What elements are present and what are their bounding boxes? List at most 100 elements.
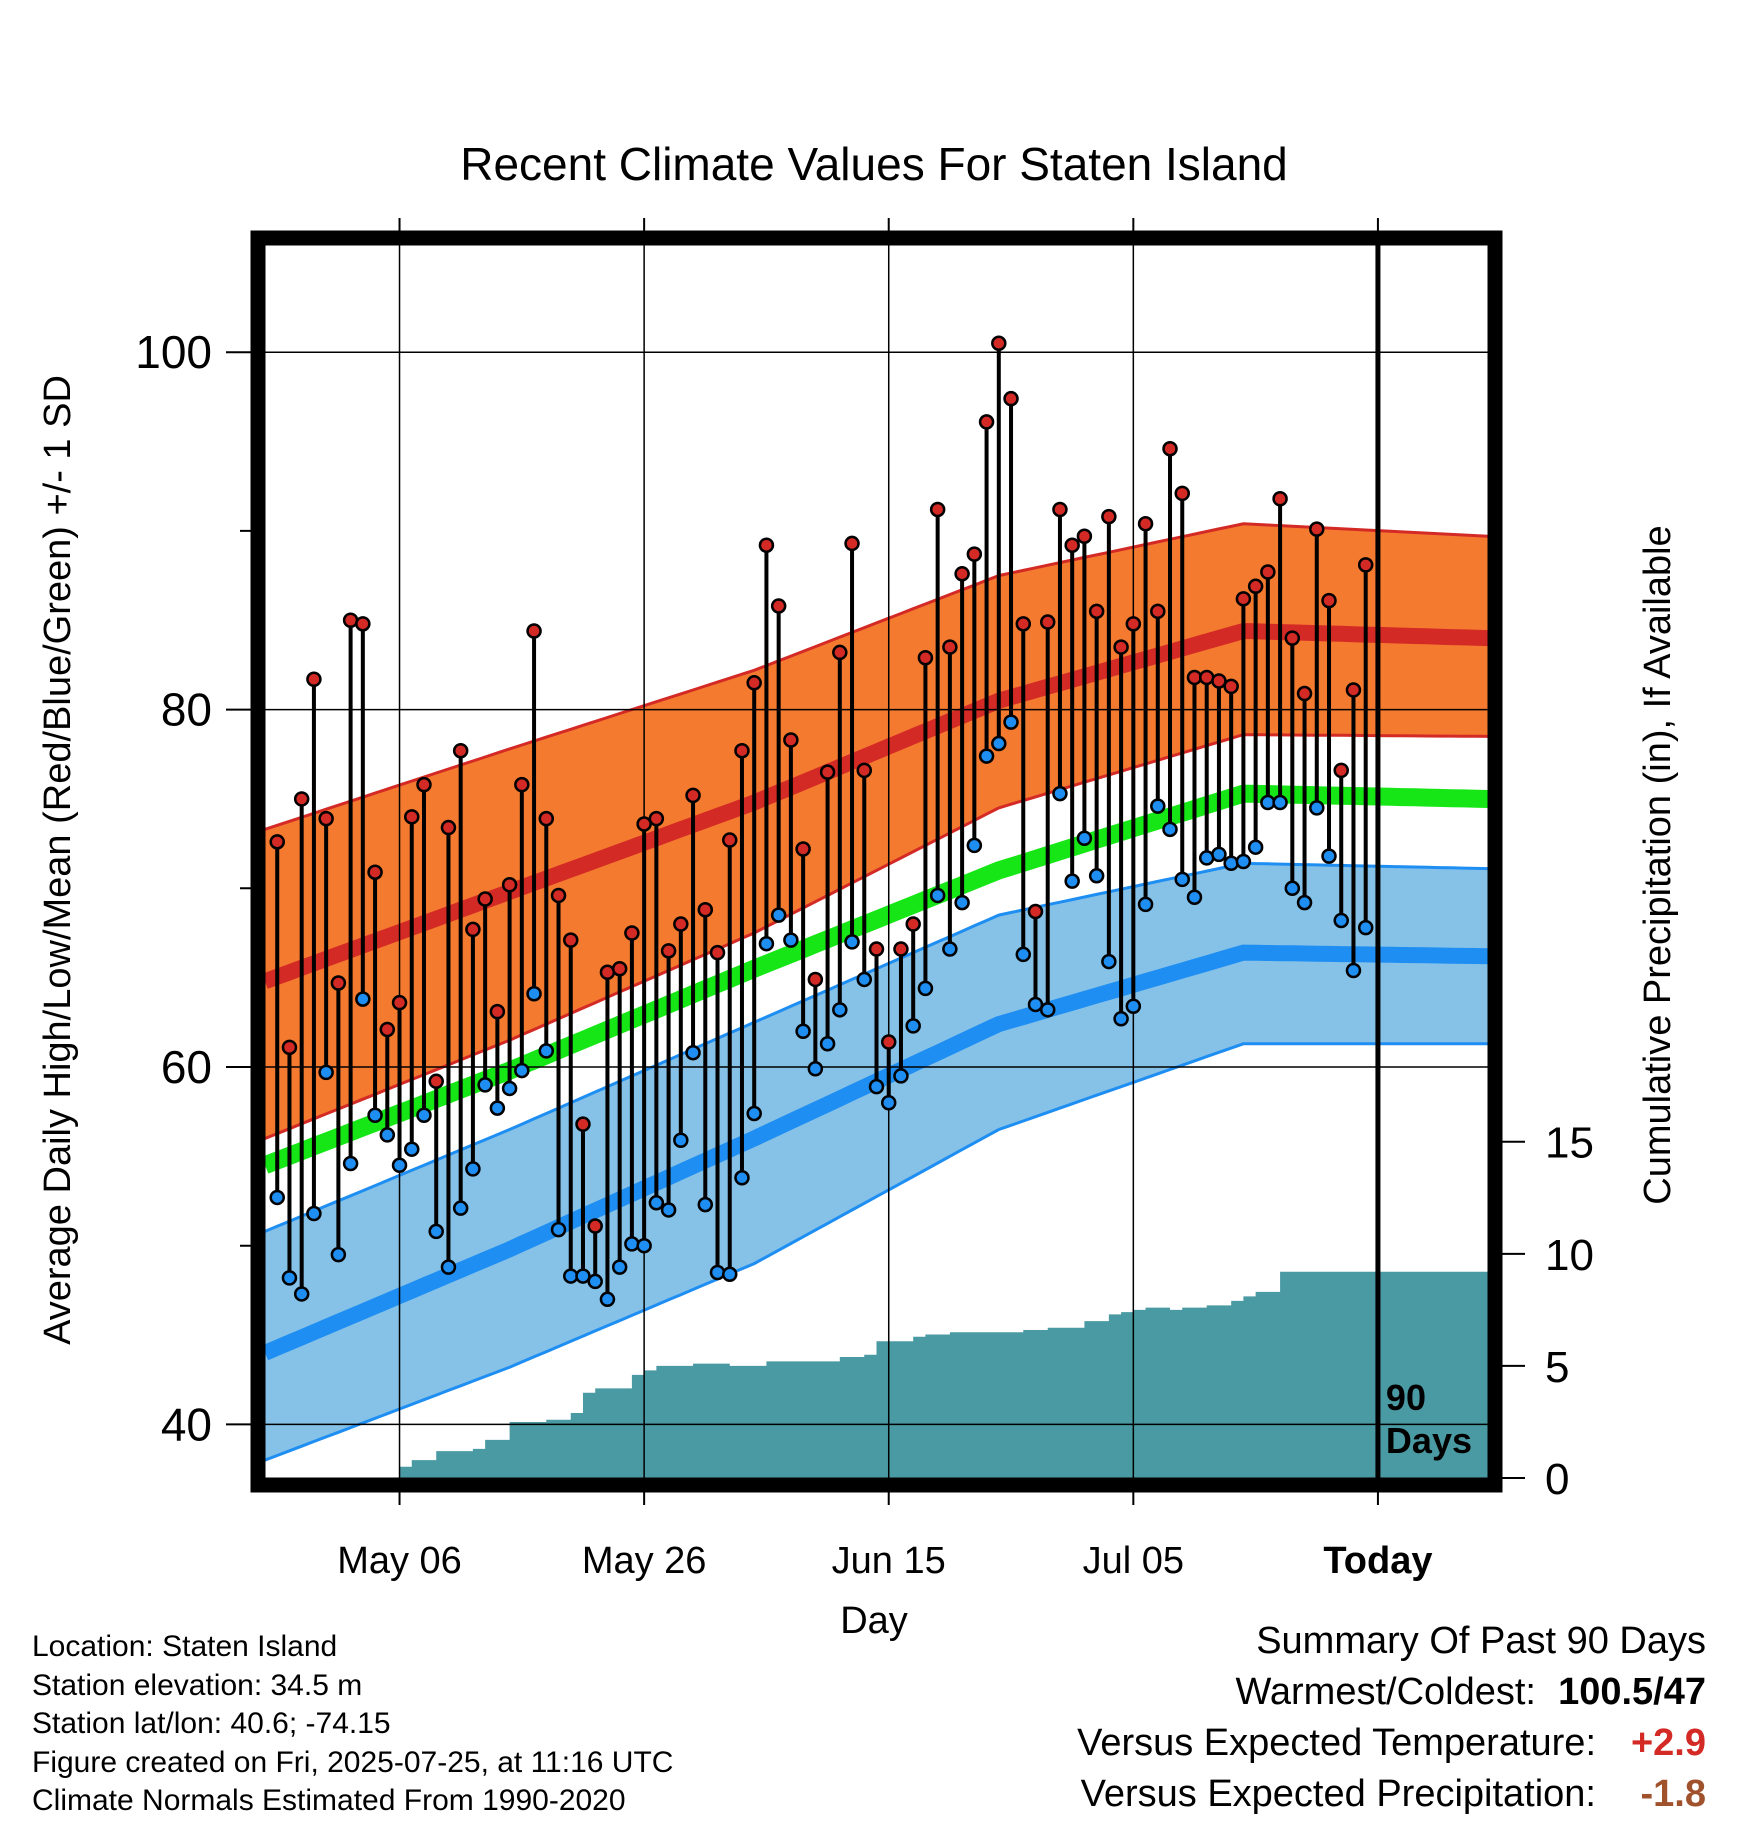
daily-high-point <box>1321 592 1337 609</box>
low-lower-edge <box>265 1042 1488 1462</box>
y-tick-label: 80 <box>161 684 212 736</box>
summary-heading-row: Summary Of Past 90 Days <box>1077 1620 1706 1671</box>
info-created: Figure created on Fri, 2025-07-25, at 11… <box>32 1745 674 1779</box>
daily-high-point <box>1333 762 1349 779</box>
info-latlon: Station lat/lon: 40.6; -74.15 <box>32 1707 391 1740</box>
temp-anomaly-label: Versus Expected Temperature: <box>1077 1722 1596 1764</box>
daily-low-point <box>893 1068 909 1084</box>
daily-high-point <box>1223 678 1239 695</box>
daily-high-point <box>526 623 542 639</box>
daily-low-point <box>868 1078 885 1095</box>
daily-low-point <box>477 1077 493 1093</box>
y-axis-label: Average Daily High/Low/Mean (Red/Blue/Gr… <box>37 375 79 1345</box>
daily-low-point <box>917 980 934 997</box>
daily-high-point <box>416 776 432 793</box>
daily-low-point <box>1223 855 1239 872</box>
daily-high-point <box>1272 490 1288 507</box>
daily-low-point <box>391 1157 408 1174</box>
daily-high-point <box>783 732 799 748</box>
daily-high-point <box>1101 508 1117 525</box>
daily-low-point <box>428 1223 444 1240</box>
daily-low-point <box>489 1100 506 1116</box>
daily-high-point <box>1064 537 1080 553</box>
daily-high-point <box>477 891 493 907</box>
daily-high-point <box>379 1021 396 1038</box>
daily-low-point <box>1125 998 1142 1014</box>
station-info: Location: Staten Island Station elevatio… <box>32 1628 673 1821</box>
daily-low-point <box>1284 880 1301 897</box>
daily-low-point <box>575 1268 591 1284</box>
daily-high-point <box>318 810 334 827</box>
daily-low-point <box>330 1246 347 1263</box>
daily-low-point <box>269 1189 285 1206</box>
daily-low-point <box>880 1094 897 1111</box>
temp-anomaly-value: +2.9 <box>1630 1722 1706 1764</box>
daily-low-point <box>452 1200 469 1216</box>
daily-high-point <box>942 639 958 655</box>
daily-high-point <box>306 671 322 687</box>
daily-low-point <box>1174 871 1190 888</box>
daily-low-point <box>795 1023 811 1040</box>
daily-high-point <box>807 971 824 988</box>
daily-high-point <box>563 932 579 948</box>
daily-high-point <box>648 810 665 827</box>
daily-high-point <box>355 616 371 632</box>
daily-high-point <box>746 675 762 691</box>
daily-low-point <box>1076 830 1093 847</box>
info-elevation: Station elevation: 34.5 m <box>32 1668 363 1702</box>
x-tick-label: Today <box>1323 1540 1432 1582</box>
daily-high-point <box>685 787 701 804</box>
daily-high-point <box>452 742 469 759</box>
daily-low-point <box>1247 839 1264 855</box>
daily-high-point <box>734 742 750 759</box>
daily-low-point <box>1003 714 1019 730</box>
daily-high-point <box>293 791 310 807</box>
daily-low-point <box>929 887 946 904</box>
daily-low-point <box>1235 853 1252 870</box>
high-mean-line <box>265 622 1488 989</box>
daily-low-point <box>587 1273 603 1290</box>
daily-high-point <box>440 819 457 836</box>
daily-high-point <box>697 901 714 918</box>
daily-high-point <box>758 537 775 553</box>
x-tick-label: May 26 <box>582 1540 707 1582</box>
warm-cold-label: Warmest/Coldest: <box>1235 1671 1536 1713</box>
daily-low-point <box>1088 868 1105 884</box>
daily-high-point <box>514 776 530 793</box>
daily-high-point <box>1150 603 1166 620</box>
daily-low-point <box>1321 848 1337 864</box>
daily-low-point <box>1345 962 1362 979</box>
daily-low-point <box>734 1170 750 1186</box>
daily-high-point <box>1027 903 1044 920</box>
daily-low-point <box>1357 919 1374 936</box>
daily-high-point <box>587 1218 603 1234</box>
daily-low-point <box>367 1107 383 1123</box>
daily-high-point <box>1357 557 1374 573</box>
daily-high-point <box>1211 673 1227 689</box>
daily-low-point <box>416 1107 432 1123</box>
daily-low-point <box>905 1018 921 1034</box>
daily-high-point <box>917 650 934 666</box>
daily-high-point <box>269 834 285 850</box>
daily-high-point <box>281 1039 298 1056</box>
today-window-label: Days <box>1386 1420 1472 1461</box>
daily-low-point <box>1186 889 1203 905</box>
daily-low-point <box>746 1105 762 1122</box>
daily-high-point <box>1003 390 1019 407</box>
daily-low-point <box>942 941 958 957</box>
daily-low-point <box>819 1036 836 1052</box>
daily-high-point <box>1113 639 1129 655</box>
daily-low-point <box>954 894 970 911</box>
daily-low-point <box>1113 1011 1129 1027</box>
daily-low-point <box>1309 800 1325 816</box>
daily-high-point <box>721 832 738 848</box>
daily-high-point <box>367 864 383 880</box>
daily-low-point <box>599 1291 616 1308</box>
daily-low-point <box>783 932 799 948</box>
daily-low-point <box>514 1062 530 1079</box>
y-tick-label: 40 <box>161 1398 212 1450</box>
daily-low-point <box>1064 873 1080 889</box>
daily-high-point <box>1235 591 1252 607</box>
